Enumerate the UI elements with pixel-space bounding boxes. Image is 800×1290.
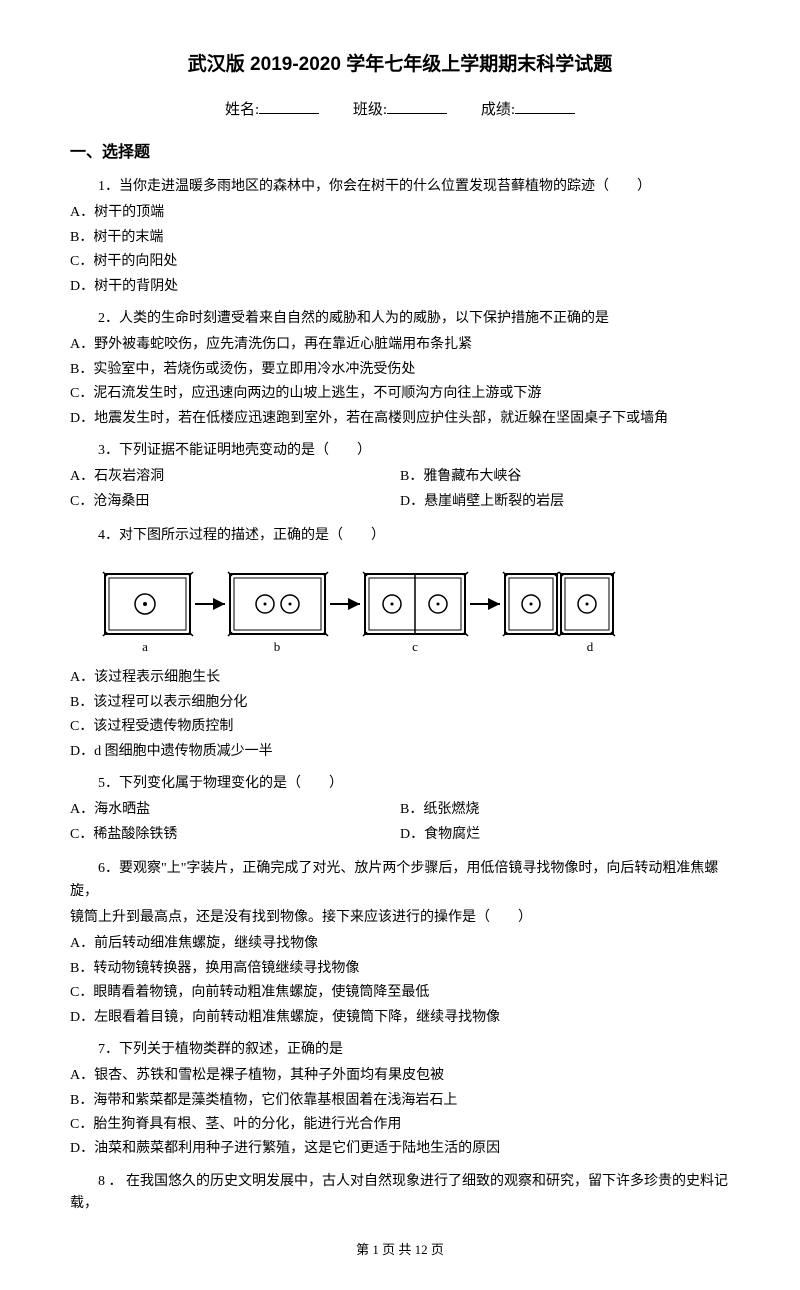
class-label: 班级:: [353, 102, 387, 118]
option-b: B．海带和紫菜都是藻类植物，它们依靠基根固着在浅海岩石上: [70, 1090, 730, 1112]
option-a: A．银杏、苏铁和雪松是裸子植物，其种子外面均有果皮包被: [70, 1065, 730, 1087]
question-2: 2．人类的生命时刻遭受着来自自然的威胁和人为的威胁，以下保护措施不正确的是 A．…: [70, 308, 730, 430]
question-6: 6．要观察"上"字装片，正确完成了对光、放片两个步骤后，用低倍镜寻找物像时，向后…: [70, 858, 730, 1029]
question-text: 4．对下图所示过程的描述，正确的是（ ）: [70, 525, 730, 547]
question-3: 3．下列证据不能证明地壳变动的是（ ） A．石灰岩溶洞 B．雅鲁藏布大峡谷 C．…: [70, 440, 730, 515]
name-label: 姓名:: [225, 102, 259, 118]
question-text-cont: 镜筒上升到最高点，还是没有找到物像。接下来应该进行的操作是（ ）: [70, 907, 730, 929]
question-text: 7．下列关于植物类群的叙述，正确的是: [70, 1039, 730, 1061]
options: A．前后转动细准焦螺旋，继续寻找物像 B．转动物镜转换器，换用高倍镜继续寻找物像…: [70, 933, 730, 1029]
label-d: d: [587, 639, 594, 654]
options: A．海水晒盐 B．纸张燃烧 C．稀盐酸除铁锈 D．食物腐烂: [70, 799, 730, 848]
option-a: A．野外被毒蛇咬伤，应先清洗伤口，再在靠近心脏端用布条扎紧: [70, 334, 730, 356]
options: A．石灰岩溶洞 B．雅鲁藏布大峡谷 C．沧海桑田 D．悬崖峭壁上断裂的岩层: [70, 466, 730, 515]
label-a: a: [142, 639, 148, 654]
option-d: D．悬崖峭壁上断裂的岩层: [400, 491, 730, 513]
cell-d-icon: [503, 572, 615, 636]
option-c: C．稀盐酸除铁锈: [70, 824, 400, 846]
question-1: 1．当你走进温暖多雨地区的森林中，你会在树干的什么位置发现苔藓植物的踪迹（ ） …: [70, 176, 730, 298]
question-4: 4．对下图所示过程的描述，正确的是（ ） a: [70, 525, 730, 763]
score-label: 成绩:: [481, 102, 515, 118]
question-7: 7．下列关于植物类群的叙述，正确的是 A．银杏、苏铁和雪松是裸子植物，其种子外面…: [70, 1039, 730, 1161]
info-line: 姓名: 班级: 成绩:: [70, 98, 730, 122]
option-b: B．纸张燃烧: [400, 799, 730, 821]
cell-division-figure: a b: [100, 559, 730, 659]
option-d: D．食物腐烂: [400, 824, 730, 846]
question-text: 5．下列变化属于物理变化的是（ ）: [70, 773, 730, 795]
options: A．银杏、苏铁和雪松是裸子植物，其种子外面均有果皮包被 B．海带和紫菜都是藻类植…: [70, 1065, 730, 1161]
class-blank: [387, 113, 447, 114]
score-blank: [515, 113, 575, 114]
option-a: A．石灰岩溶洞: [70, 466, 400, 488]
option-c: C．树干的向阳处: [70, 251, 730, 273]
option-b: B．实验室中，若烧伤或烫伤，要立即用冷水冲洗受伤处: [70, 359, 730, 381]
question-text: 6．要观察"上"字装片，正确完成了对光、放片两个步骤后，用低倍镜寻找物像时，向后…: [70, 858, 730, 903]
question-text: 1．当你走进温暖多雨地区的森林中，你会在树干的什么位置发现苔藓植物的踪迹（ ）: [70, 176, 730, 198]
option-b: B．树干的末端: [70, 227, 730, 249]
cell-a-icon: [103, 572, 193, 636]
option-a: A．树干的顶端: [70, 202, 730, 224]
option-c: C．胎生狗脊具有根、茎、叶的分化，能进行光合作用: [70, 1114, 730, 1136]
question-text: 2．人类的生命时刻遭受着来自自然的威胁和人为的威胁，以下保护措施不正确的是: [70, 308, 730, 330]
page-footer: 第 1 页 共 12 页: [70, 1240, 730, 1261]
name-blank: [259, 113, 319, 114]
cell-c-icon: [363, 572, 468, 636]
options: A．树干的顶端 B．树干的末端 C．树干的向阳处 D．树干的背阴处: [70, 202, 730, 298]
label-b: b: [274, 639, 281, 654]
options: A．该过程表示细胞生长 B．该过程可以表示细胞分化 C．该过程受遗传物质控制 D…: [70, 667, 730, 763]
option-a: A．前后转动细准焦螺旋，继续寻找物像: [70, 933, 730, 955]
options: A．野外被毒蛇咬伤，应先清洗伤口，再在靠近心脏端用布条扎紧 B．实验室中，若烧伤…: [70, 334, 730, 430]
option-c: C．该过程受遗传物质控制: [70, 716, 730, 738]
option-d: D．d 图细胞中遗传物质减少一半: [70, 741, 730, 763]
option-d: D．地震发生时，若在低楼应迅速跑到室外，若在高楼则应护住头部，就近躲在坚固桌子下…: [70, 408, 730, 430]
option-a: A．该过程表示细胞生长: [70, 667, 730, 689]
option-d: D．树干的背阴处: [70, 276, 730, 298]
option-d: D．左眼看着目镜，向前转动粗准焦螺旋，使镜筒下降，继续寻找物像: [70, 1007, 730, 1029]
question-text: 3．下列证据不能证明地壳变动的是（ ）: [70, 440, 730, 462]
option-b: B．该过程可以表示细胞分化: [70, 692, 730, 714]
option-d: D．油菜和蕨菜都利用种子进行繁殖，这是它们更适于陆地生活的原因: [70, 1138, 730, 1160]
question-text: 8 ． 在我国悠久的历史文明发展中，古人对自然现象进行了细致的观察和研究，留下许…: [70, 1171, 730, 1216]
option-c: C．泥石流发生时，应迅速向两边的山坡上逃生，不可顺沟方向往上游或下游: [70, 383, 730, 405]
cell-b-icon: [228, 572, 328, 636]
question-5: 5．下列变化属于物理变化的是（ ） A．海水晒盐 B．纸张燃烧 C．稀盐酸除铁锈…: [70, 773, 730, 848]
page-title: 武汉版 2019-2020 学年七年级上学期期末科学试题: [70, 50, 730, 80]
option-c: C．沧海桑田: [70, 491, 400, 513]
option-a: A．海水晒盐: [70, 799, 400, 821]
option-b: B．转动物镜转换器，换用高倍镜继续寻找物像: [70, 958, 730, 980]
label-c: c: [412, 639, 418, 654]
section-heading: 一、选择题: [70, 140, 730, 166]
option-b: B．雅鲁藏布大峡谷: [400, 466, 730, 488]
question-8: 8 ． 在我国悠久的历史文明发展中，古人对自然现象进行了细致的观察和研究，留下许…: [70, 1171, 730, 1216]
option-c: C．眼睛看着物镜，向前转动粗准焦螺旋，使镜筒降至最低: [70, 982, 730, 1004]
